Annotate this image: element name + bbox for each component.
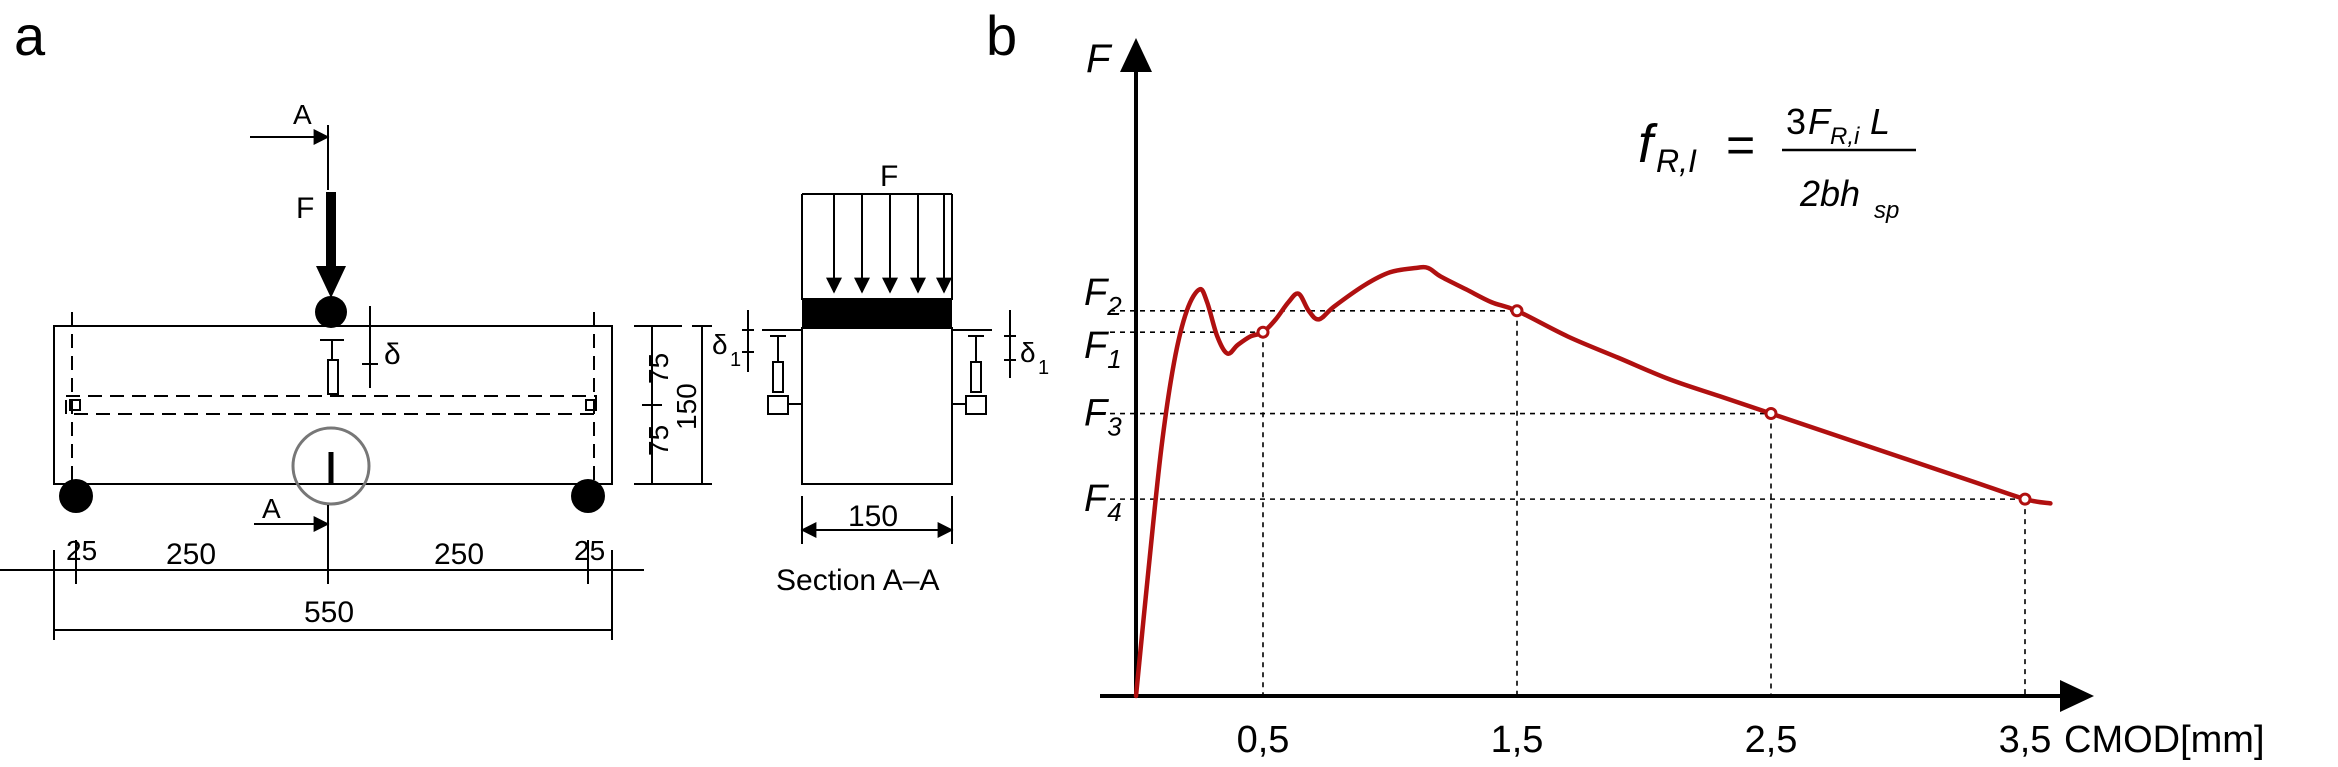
formula-num-force: F <box>1808 101 1832 142</box>
load-cmod-curve <box>1133 264 2053 699</box>
dim-150-height: 150 <box>671 383 702 430</box>
y-axis-arrowhead <box>1120 38 1152 72</box>
notch-detail-circle <box>291 426 371 506</box>
section-mark-bottom: A <box>262 493 281 524</box>
panel-b: b F CMOD[mm] f R,I = 3 F R,i L 2bh sp F2… <box>986 4 2265 761</box>
dim-250-right: 250 <box>434 538 484 571</box>
panel-a: a A F δ A <box>0 4 712 640</box>
force-level-sub-4: 4 <box>1107 497 1121 527</box>
section-body <box>801 327 953 485</box>
support-roller-left <box>59 479 93 513</box>
force-level-1: F1 <box>1084 325 1122 374</box>
gauge-right-base <box>965 395 987 415</box>
section-force-label: F <box>880 160 898 193</box>
formula-num-sub: R,i <box>1830 123 1860 150</box>
lvdt-frame <box>65 395 597 415</box>
force-level-sub-2: 2 <box>1106 291 1122 321</box>
dim-250-left: 250 <box>166 538 216 571</box>
section-width-label: 150 <box>848 500 898 533</box>
formula-den: 2bh <box>1799 173 1860 214</box>
reference-guides <box>1110 309 2026 696</box>
load-roller <box>315 296 347 328</box>
panel-b-label: b <box>986 4 1017 67</box>
force-level-4: F4 <box>1084 478 1122 527</box>
gauge-body <box>327 359 339 395</box>
section-mark-top: A <box>293 99 312 130</box>
force-level-2: F2 <box>1084 272 1122 321</box>
force-arrow-shaft <box>326 192 336 268</box>
force-level-sub-3: 3 <box>1107 412 1122 442</box>
delta-right-sub: 1 <box>1038 357 1049 379</box>
curve-marker-4 <box>2018 492 2032 506</box>
delta-label: δ <box>384 338 401 371</box>
section-a-a: F δ 1 δ 1 <box>712 160 1049 597</box>
x-tick-2: 1,5 <box>1491 719 1544 761</box>
dim-25-right: 25 <box>574 535 605 566</box>
frame-end-left <box>69 399 81 411</box>
section-caption: Section A–A <box>776 564 939 597</box>
dim-25-left: 25 <box>66 535 97 566</box>
y-axis-label: F <box>1086 37 1113 81</box>
curve-marker-3 <box>1764 407 1778 421</box>
loading-plate <box>802 298 952 328</box>
formula-den-sub: sp <box>1874 197 1899 224</box>
formula-num-coef: 3 <box>1786 101 1806 142</box>
formula: f R,I = 3 F R,i L 2bh sp <box>1638 101 1916 224</box>
support-roller-right <box>571 479 605 513</box>
delta-right-label: δ <box>1020 337 1036 368</box>
curve-marker-1 <box>1256 325 1270 339</box>
x-tick-labels: 0,5 1,5 2,5 3,5 <box>1237 719 2052 761</box>
force-level-3: F3 <box>1084 393 1122 442</box>
x-tick-3: 2,5 <box>1745 719 1798 761</box>
delta-left-sub: 1 <box>730 349 741 371</box>
panel-a-label: a <box>14 4 46 67</box>
gauge-left-body <box>772 361 784 393</box>
formula-num-length: L <box>1870 101 1890 142</box>
x-axis-label: CMOD[mm] <box>2064 719 2265 761</box>
force-level-sub-1: 1 <box>1107 344 1121 374</box>
delta-left-label: δ <box>712 329 728 360</box>
x-axis-arrowhead <box>2060 680 2094 712</box>
frame-end-right <box>585 399 597 411</box>
dim-550: 550 <box>304 596 354 629</box>
x-tick-4: 3,5 <box>1999 719 2052 761</box>
gauge-left-base <box>767 395 789 415</box>
curve-marker-2 <box>1510 304 1524 318</box>
x-tick-1: 0,5 <box>1237 719 1290 761</box>
dim-75-bottom: 75 <box>643 425 674 456</box>
gauge-right-body <box>970 361 982 393</box>
force-arrow-head <box>316 266 346 298</box>
formula-lhs: f <box>1638 114 1658 174</box>
dim-75-top: 75 <box>643 353 674 384</box>
force-label: F <box>296 192 314 225</box>
formula-equals: = <box>1726 117 1755 173</box>
curve-markers <box>1256 304 2032 506</box>
formula-lhs-sub: R,I <box>1656 143 1697 179</box>
